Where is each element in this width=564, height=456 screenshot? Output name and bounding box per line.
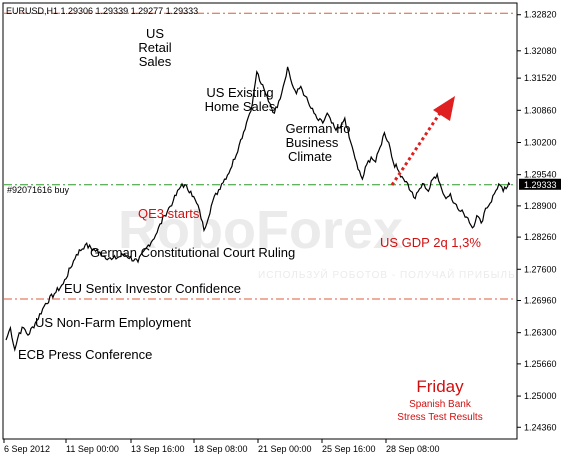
annotation-line: German Ifo [285,121,350,136]
x-tick-label: 13 Sep 16:00 [131,444,185,454]
annotation-line: US [146,26,164,41]
x-tick-label: 6 Sep 2012 [4,444,50,454]
y-axis: 1.32820 1.32080 1.31520 1.30860 1.30200 1.295… [517,10,557,432]
y-tick-label: 1.26300 [524,328,557,338]
y-tick-label: 1.32080 [524,46,557,56]
current-price-badge [519,178,561,190]
x-tick-label: 11 Sep 00:00 [66,444,119,454]
annotation-german-court-ruling: German Constitutional Court Ruling [90,245,295,260]
annotation-line: US Existing [206,85,273,100]
watermark-slogan: ИСПОЛЬЗУЙ РОБОТОВ - ПОЛУЧАЙ ПРИБЫЛЬ [258,268,516,281]
annotation-qe3-starts: QE3 starts [138,206,200,221]
annotation-german-ifo: German Ifo Business Climate [285,121,350,164]
y-tick-label: 1.27600 [524,264,557,274]
y-tick-label: 1.32820 [524,10,557,20]
annotation-us-existing-home-sales: US Existing Home Sales [205,85,276,114]
current-price-label: 1.29333 [524,180,557,190]
x-tick-label: 28 Sep 08:00 [386,444,440,454]
chart-title: EURUSD,H1 1.29306 1.29339 1.29277 1.2933… [6,6,198,16]
watermark-logo: RoboForex [118,200,403,260]
x-tick-label: 25 Sep 16:00 [322,444,376,454]
y-tick-label: 1.31520 [524,73,557,83]
annotation-line: Business [286,135,339,150]
y-tick-label: 1.26960 [524,295,557,305]
annotation-line: Home Sales [205,99,276,114]
price-levels [4,12,516,300]
y-tick-label: 1.29540 [524,170,557,180]
friday-line: Spanish Bank [409,399,472,410]
annotation-us-nfp: US Non-Farm Employment [35,315,191,330]
y-tick-label: 1.30860 [524,105,557,115]
y-tick-label: 1.25000 [524,391,557,401]
price-line [5,66,511,352]
annotation-us-retail-sales: US Retail Sales [138,26,171,69]
friday-title: Friday [416,377,464,396]
y-tick-label: 1.28260 [524,232,557,242]
annotation-line: Sales [139,54,172,69]
annotation-line: Retail [138,40,171,55]
forecast-arrow-icon [390,96,455,186]
price-series [5,66,511,352]
friday-note: Friday Spanish Bank Stress Test Results [397,377,482,423]
annotation-ecb-press: ECB Press Conference [18,347,152,362]
annotation-us-gdp: US GDP 2q 1,3% [380,235,481,250]
x-tick-label: 18 Sep 08:00 [194,444,248,454]
y-tick-label: 1.25660 [524,359,557,369]
annotation-eu-sentix: EU Sentix Investor Confidence [64,281,241,296]
friday-line: Stress Test Results [397,412,482,423]
annotation-line: Climate [288,149,332,164]
plot-frame [2,2,518,440]
y-tick-label: 1.24360 [524,422,557,432]
y-tick-label: 1.30200 [524,137,557,147]
x-tick-label: 21 Sep 00:00 [258,444,312,454]
x-axis: 6 Sep 2012 11 Sep 00:00 13 Sep 16:00 18 Sep… [3,439,440,454]
y-tick-label: 1.28900 [524,201,557,211]
order-label: #92071616 buy [7,185,70,195]
